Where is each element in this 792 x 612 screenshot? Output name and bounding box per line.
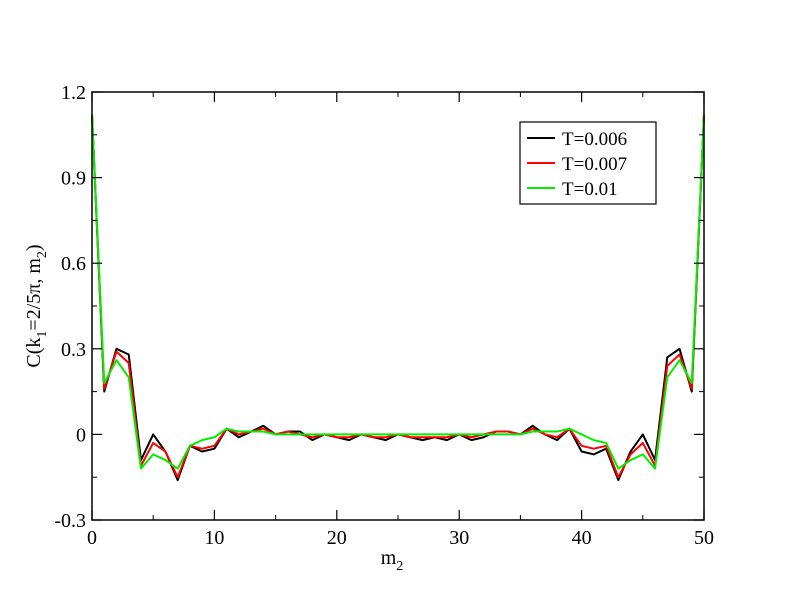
y-axis-ticks: -0.3 0 0.3 0.6 0.9 1.2 (54, 82, 704, 532)
x-axis-title-main: m (381, 547, 397, 569)
x-axis-ticks: 0 10 20 30 40 50 (87, 92, 714, 549)
legend-label: T=0.01 (562, 179, 618, 200)
y-tick-label: 0.6 (61, 253, 86, 275)
x-tick-label: 40 (572, 527, 592, 549)
y-tick-label: 0.9 (61, 168, 86, 190)
y-tick-label: 0 (76, 424, 86, 446)
x-tick-label: 20 (327, 527, 347, 549)
x-tick-label: 30 (449, 527, 469, 549)
legend: T=0.006 T=0.007 T=0.01 (519, 121, 657, 205)
y-tick-label: 1.2 (61, 82, 86, 104)
x-tick-label: 50 (694, 527, 714, 549)
x-tick-label: 0 (87, 527, 97, 549)
series-line-3 (91, 114, 705, 470)
series-layer (91, 114, 705, 482)
legend-label: T=0.007 (562, 154, 627, 175)
y-tick-label: -0.3 (54, 510, 86, 532)
x-axis-title-sub: 2 (396, 559, 403, 574)
y-tick-label: 0.3 (61, 339, 86, 361)
x-tick-label: 10 (204, 527, 224, 549)
x-axis-title: m2 (381, 547, 404, 574)
y-axis-title: C(k1=2/5π, m2) (23, 244, 50, 367)
legend-label: T=0.006 (562, 129, 627, 150)
